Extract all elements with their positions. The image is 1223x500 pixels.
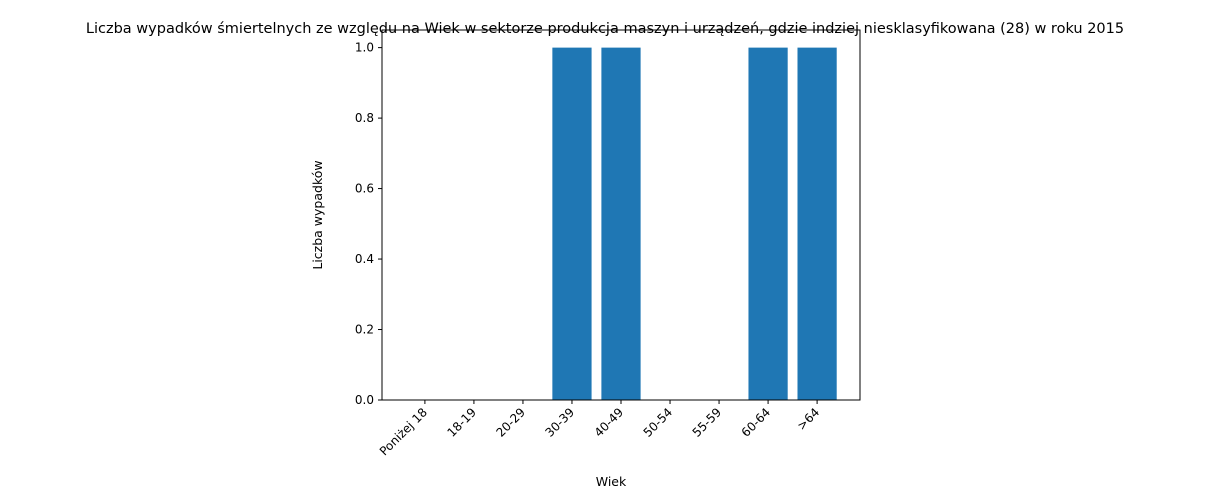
- x-tick-label: 18-19: [444, 405, 479, 440]
- bar-4: [601, 47, 641, 401]
- x-tick-label: 30-39: [543, 405, 578, 440]
- x-axis-label: Wiek: [596, 474, 627, 489]
- bars: [552, 47, 837, 401]
- y-tick-label: 0.8: [355, 111, 374, 125]
- y-axis-ticks: 0.0 0.2 0.4 0.6 0.8 1.0: [355, 41, 382, 407]
- x-tick-label: 50-54: [641, 405, 676, 440]
- y-tick-label: 0.4: [355, 252, 374, 266]
- x-tick-label: 60-64: [739, 405, 774, 440]
- y-axis-label: Liczba wypadków: [310, 160, 325, 269]
- x-tick-label: Poniżej 18: [377, 405, 430, 458]
- y-tick-label: 0.0: [355, 393, 374, 407]
- x-tick-label: 55-59: [690, 405, 725, 440]
- bar-8: [797, 47, 837, 401]
- bar-3: [552, 47, 592, 401]
- chart-title: Liczba wypadków śmiertelnych ze względu …: [86, 21, 1124, 37]
- plot-area: Poniżej 18 18-19 20-29 30-39 40-49 50-54 55-59…: [355, 29, 861, 458]
- x-axis-ticks: Poniżej 18 18-19 20-29 30-39 40-49 50-54 55-59…: [377, 400, 822, 458]
- y-tick-label: 0.2: [355, 323, 374, 337]
- y-tick-label: 1.0: [355, 41, 374, 55]
- x-tick-label: 40-49: [592, 405, 627, 440]
- plot-frame: [381, 29, 861, 401]
- bar-7: [748, 47, 788, 401]
- y-tick-label: 0.6: [355, 182, 374, 196]
- x-tick-label: 20-29: [494, 405, 529, 440]
- x-tick-label: >64: [794, 405, 822, 433]
